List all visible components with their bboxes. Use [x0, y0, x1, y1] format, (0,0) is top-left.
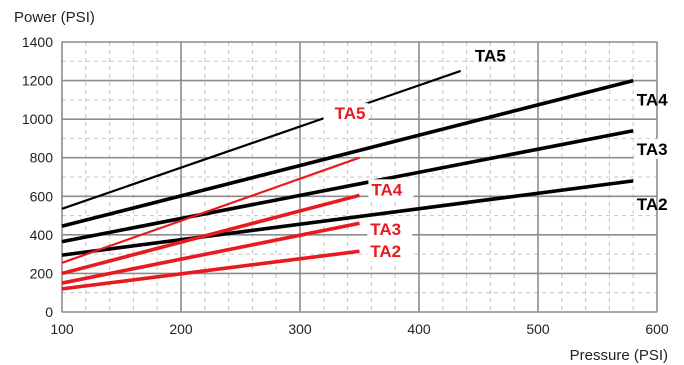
- y-tick-label: 0: [45, 304, 53, 320]
- x-tick-label: 500: [526, 321, 550, 337]
- x-tick-label: 400: [407, 321, 431, 337]
- y-tick-label: 1000: [22, 111, 53, 127]
- series-label-bg: [633, 138, 679, 159]
- series-label-ta2-red: TA2: [370, 242, 401, 261]
- series-line-ta4-black: [61, 78, 634, 228]
- y-tick-label: 200: [30, 265, 54, 281]
- series-line-ta5-black: [61, 69, 462, 210]
- series-label-ta4-red: TA4: [371, 180, 402, 199]
- series-label-ta2-black: TA2: [637, 195, 668, 214]
- y-tick-label: 1200: [22, 73, 53, 89]
- series-label-bg: [367, 241, 413, 262]
- y-tick-label: 800: [30, 150, 54, 166]
- series-label-bg: [367, 218, 413, 239]
- series-line-ta3-black: [61, 128, 634, 244]
- series-line-ta2-red: [61, 249, 360, 291]
- series-line-ta2-black: [61, 179, 634, 257]
- series-label-bg: [368, 179, 414, 200]
- grid: [61, 41, 658, 313]
- series-label-ta5-red: TA5: [335, 104, 366, 123]
- y-tick-label: 1400: [22, 34, 53, 50]
- series-labels: TA5 TA4 TA3 TA2 TA5 TA4 TA3 TA2: [323, 46, 679, 262]
- x-tick-label: 100: [50, 321, 74, 337]
- series-label-ta5-black: TA5: [475, 46, 506, 65]
- series-label-bg: [323, 103, 369, 124]
- x-tick-label: 600: [645, 321, 669, 337]
- series-label-ta3-black: TA3: [637, 140, 668, 159]
- x-tick-label: 200: [169, 321, 193, 337]
- series-line-ta4-red: [61, 193, 360, 276]
- series-label-ta4-black: TA4: [637, 91, 668, 110]
- series-label-ta3-red: TA3: [370, 220, 401, 239]
- y-tick-label: 400: [30, 227, 54, 243]
- series-line-ta5-red: [61, 156, 360, 264]
- series-lines: [61, 69, 634, 291]
- y-tick-label: 600: [30, 188, 54, 204]
- series-line-ta3-red: [61, 221, 360, 285]
- y-axis-title: Power (PSI): [14, 9, 95, 26]
- x-axis-title: Pressure (PSI): [570, 347, 668, 364]
- x-tick-label: 300: [288, 321, 312, 337]
- tick-labels: 100 200 300 400 500 600 0 200 400 600 800 1000 1200 1…: [22, 34, 669, 337]
